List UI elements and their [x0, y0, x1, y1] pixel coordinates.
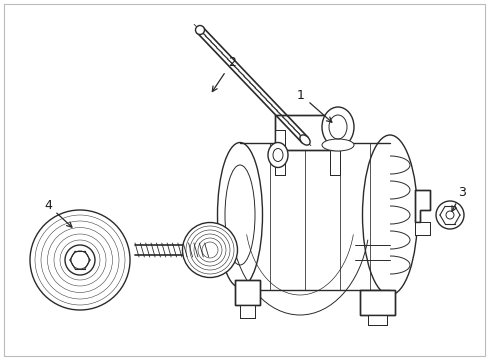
- Polygon shape: [359, 290, 394, 315]
- Text: 3: 3: [451, 185, 465, 211]
- Ellipse shape: [30, 210, 130, 310]
- Ellipse shape: [195, 26, 204, 35]
- Ellipse shape: [435, 201, 463, 229]
- Polygon shape: [367, 315, 386, 325]
- Polygon shape: [240, 305, 254, 318]
- Ellipse shape: [182, 222, 237, 278]
- Polygon shape: [235, 280, 260, 305]
- Ellipse shape: [267, 143, 287, 167]
- Polygon shape: [414, 222, 429, 235]
- Ellipse shape: [321, 139, 353, 151]
- Text: 1: 1: [296, 89, 331, 122]
- Ellipse shape: [321, 107, 353, 147]
- Ellipse shape: [65, 245, 95, 275]
- Text: 4: 4: [44, 198, 72, 227]
- Polygon shape: [414, 190, 429, 222]
- Polygon shape: [274, 115, 339, 150]
- Ellipse shape: [362, 135, 417, 295]
- Polygon shape: [274, 130, 285, 175]
- Polygon shape: [329, 130, 339, 175]
- Text: 2: 2: [212, 55, 235, 91]
- Ellipse shape: [299, 135, 309, 145]
- Ellipse shape: [217, 143, 262, 288]
